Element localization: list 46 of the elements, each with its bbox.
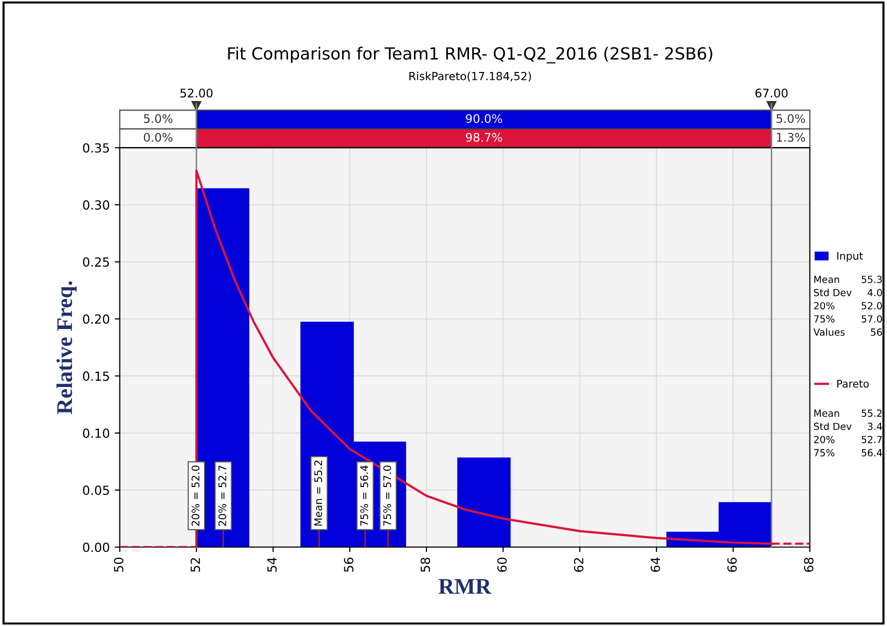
legend-label: Input [837,252,863,262]
x-tick-label: 66 [727,558,737,572]
legend-label: Pareto [837,380,869,388]
annotation: 20% = 52.0 [192,466,200,526]
x-tick-label: 54 [267,558,277,572]
y-tick-label: 0.25 [83,257,109,267]
x-tick-label: 60 [497,558,507,572]
x-tick-label: 52 [190,558,200,572]
x-tick-label: 58 [420,558,430,572]
text: 0.0% [144,132,172,142]
x-tick-label: 56 [344,558,354,572]
y-tick-label: 0.20 [83,314,110,324]
y-tick-label: 0.30 [83,200,110,210]
y-tick-label: 0.15 [83,371,109,381]
y-tick-label: 0.00 [83,542,110,552]
text: Values 56 [813,328,882,336]
text: 1.3% [776,132,806,142]
annotation: Mean = 55.2 [314,460,322,526]
annotation: 75% = 57.0 [383,466,392,526]
text: 75% 56.4 [814,449,882,456]
text: Mean 55.3 [814,276,882,284]
chart-title: Fit Comparison for Team1 RMR- Q1-Q2_2016 (2SB1- 2SB6) [228,46,712,64]
chart-subtitle: RiskPareto(17.184,52) [409,72,531,82]
ref-line-label: 67.00 [755,88,788,98]
annotation: 20% = 52.7 [218,466,226,526]
text: 90.0% [466,114,502,124]
text: 20% 52.7 [814,436,882,444]
text: 20% 52.0 [814,302,882,310]
text: 75% 57.0 [814,315,882,323]
x-axis-title: RMR [438,579,492,594]
y-axis-title: Relative Freq. [56,281,77,414]
text: Std Dev 4.0 [814,288,882,296]
text: 5.0% [144,114,172,124]
y-tick-label: 0.35 [83,143,109,153]
annotation: 75% = 56.4 [360,465,368,526]
y-tick-label: 0.10 [83,428,110,438]
x-tick-label: 62 [574,558,584,572]
x-tick-label: 50 [114,558,124,572]
x-tick-label: 64 [650,558,660,572]
text: 5.0% [776,114,806,124]
ref-line-label: 52.00 [180,88,213,98]
text: Std Dev 3.4 [814,422,882,430]
y-tick-label: 0.05 [83,486,109,495]
text: Mean 55.2 [814,410,882,417]
x-tick-label: 68 [804,558,814,572]
text: 98.7% [466,132,502,142]
